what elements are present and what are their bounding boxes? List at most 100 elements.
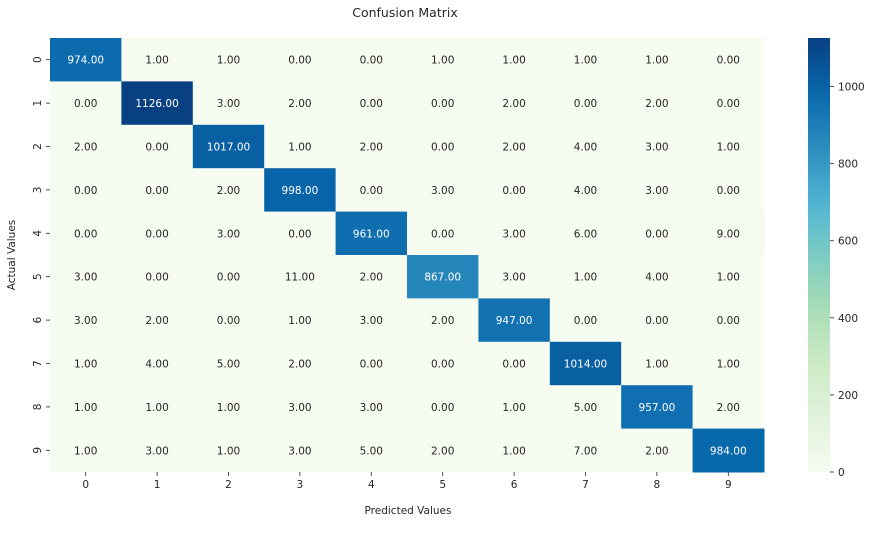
cell-value-label: 2.00 [288, 359, 311, 371]
heatmap-cell [407, 428, 479, 473]
cell-value-label: 2.00 [645, 98, 668, 110]
cell-value-label: 1.00 [717, 142, 740, 154]
cell-value-label: 0.00 [431, 402, 454, 414]
heatmap-cell [692, 81, 765, 126]
chart-title: Confusion Matrix [352, 5, 458, 20]
heatmap-cell [121, 428, 194, 473]
cell-value-label: 961.00 [353, 228, 390, 240]
cell-value-label: 0.00 [145, 185, 168, 197]
heatmap-cell [121, 255, 194, 299]
cell-value-label: 1.00 [645, 55, 668, 67]
heatmap-cell [478, 385, 551, 430]
cell-value-label: 957.00 [639, 402, 676, 414]
heatmap-cell [50, 341, 122, 386]
cell-value-label: 2.00 [360, 272, 383, 284]
cell-value-label: 1.00 [717, 359, 740, 371]
colorbar: 0 200 400 600 800 1000 [808, 38, 865, 479]
heatmap-cell [50, 38, 122, 82]
y-tick-label: 0 [32, 56, 44, 63]
cell-value-label: 998.00 [282, 185, 319, 197]
cell-value-label: 1.00 [145, 402, 168, 414]
heatmap-cell [478, 81, 551, 126]
cell-value-label: 9.00 [717, 228, 740, 240]
heatmap-cell [192, 341, 265, 386]
heatmap-cell [621, 341, 694, 386]
cell-value-label: 0.00 [360, 98, 383, 110]
heatmap-cell [335, 38, 408, 82]
heatmap-cell [621, 211, 694, 256]
heatmap-cell [407, 124, 479, 169]
cell-value-label: 4.00 [645, 272, 668, 284]
cell-value-label: 3.00 [288, 445, 311, 457]
colorbar-tick-label: 1000 [838, 82, 865, 94]
cell-value-label: 3.00 [502, 228, 525, 240]
cell-value-label: 3.00 [217, 228, 240, 240]
cell-value-label: 1.00 [145, 55, 168, 67]
heatmap-cell [335, 428, 408, 473]
cell-value-label: 0.00 [717, 315, 740, 327]
heatmap-cell [621, 298, 694, 343]
cell-value-label: 0.00 [645, 228, 668, 240]
cell-value-label: 3.00 [645, 142, 668, 154]
cell-value-label: 1.00 [574, 272, 597, 284]
heatmap-cell [478, 168, 551, 213]
heatmap-cell [121, 168, 194, 213]
heatmap-cell [478, 255, 551, 299]
cell-value-label: 1.00 [217, 445, 240, 457]
heatmap-cell [335, 81, 408, 126]
colorbar-tick-label: 600 [838, 236, 858, 248]
heatmap-cell [549, 211, 622, 256]
heatmap-cell [478, 124, 551, 169]
x-tick-label: 8 [654, 479, 661, 491]
heatmap-cell [121, 38, 194, 82]
cell-value-label: 0.00 [502, 359, 525, 371]
heatmap-cell [621, 168, 694, 213]
y-tick-label: 8 [32, 404, 44, 411]
y-tick-label: 7 [32, 360, 44, 367]
heatmap-cell [50, 428, 122, 473]
heatmap-cell [692, 38, 765, 82]
y-axis-ticks: 0 1 2 3 4 5 6 7 8 9 [32, 56, 50, 454]
cell-value-label: 0.00 [431, 98, 454, 110]
cell-value-label: 3.00 [502, 272, 525, 284]
heatmap-cell [692, 298, 765, 343]
cell-value-label: 3.00 [288, 402, 311, 414]
cell-value-label: 0.00 [217, 315, 240, 327]
cell-value-label: 2.00 [502, 98, 525, 110]
heatmap-cell [264, 341, 337, 386]
y-tick-label: 9 [32, 447, 44, 454]
cell-value-label: 3.00 [645, 185, 668, 197]
heatmap-cell [692, 385, 765, 430]
heatmap-cell [335, 298, 408, 343]
cell-value-label: 1.00 [502, 402, 525, 414]
cell-value-label: 2.00 [360, 142, 383, 154]
heatmap-cell [335, 211, 408, 256]
heatmap-cell [692, 341, 765, 386]
cell-value-label: 974.00 [67, 55, 104, 67]
heatmap-cell [692, 124, 765, 169]
cell-value-label: 2.00 [645, 445, 668, 457]
heatmap-cell [407, 385, 479, 430]
cell-value-label: 1.00 [217, 402, 240, 414]
cell-value-label: 0.00 [431, 359, 454, 371]
cell-value-label: 0.00 [74, 98, 97, 110]
cell-value-label: 0.00 [431, 142, 454, 154]
heatmap-cell [692, 211, 765, 256]
x-axis-ticks: 0 1 2 3 4 5 6 7 8 9 [82, 472, 732, 491]
heatmap-cell [264, 298, 337, 343]
heatmap-cell [335, 255, 408, 299]
heatmap-cell [549, 81, 622, 126]
heatmap-cell [621, 124, 694, 169]
cell-value-label: 0.00 [145, 142, 168, 154]
heatmap-cell [121, 211, 194, 256]
x-tick-label: 1 [154, 479, 161, 491]
heatmap-cells: 974.00 1.00 1.00 0.00 0.00 1.00 1.00 1.00 1.00 0.… [50, 38, 765, 473]
heatmap-cell [50, 385, 122, 430]
cell-value-label: 0.00 [645, 315, 668, 327]
cell-value-label: 1014.00 [564, 359, 607, 371]
colorbar-tick-label: 400 [838, 313, 858, 325]
cell-value-label: 2.00 [717, 402, 740, 414]
heatmap-cell [192, 168, 265, 213]
cell-value-label: 4.00 [574, 142, 597, 154]
